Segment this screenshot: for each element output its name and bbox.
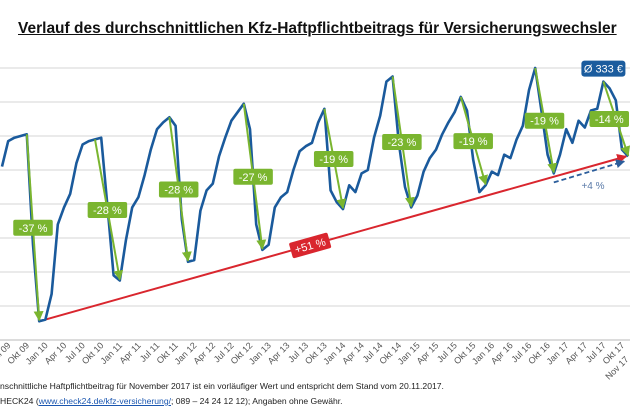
- check24-link[interactable]: www.check24.de/kfz-versicherung/: [38, 396, 171, 406]
- price-series: [0, 66, 630, 323]
- footnote-1: nschnittliche Haftpflichtbeitrag für Nov…: [0, 381, 444, 391]
- x-tick-label: Apr 11: [117, 340, 142, 365]
- drop-label-box: [382, 133, 422, 150]
- drop-label: -23 %: [388, 137, 417, 149]
- peak-callout-label: Ø 333 €: [584, 64, 623, 76]
- drop-label-box: [589, 111, 629, 127]
- footnote-2: HECK24 (www.check24.de/kfz-versicherung/…: [0, 396, 343, 406]
- trend-label: +51 %: [289, 232, 332, 259]
- trend-arrow: [38, 154, 628, 323]
- short-trend-arrow: [553, 159, 626, 184]
- drop-label-box: [453, 133, 493, 150]
- drop-label: -19 %: [319, 154, 348, 166]
- footnote-2-suffix: ; 089 – 24 24 12 12); Angaben ohne Gewäh…: [171, 396, 343, 406]
- drop-label-box: [233, 168, 273, 185]
- drop-label: -27 %: [239, 172, 268, 184]
- trend-line: [38, 154, 628, 323]
- drop-label: -14 %: [595, 114, 624, 126]
- drop-label: -19 %: [530, 116, 559, 128]
- drop-annotations: -37 % -28 % -28 % -27 % -19 % -23 % -19 % -19 %…: [13, 67, 630, 322]
- drop-label-box: [13, 219, 53, 236]
- trend-label-box: [289, 232, 332, 259]
- drop-label-box: [158, 181, 199, 198]
- drop-label-box: [87, 201, 128, 218]
- drop-label-box: [524, 112, 565, 129]
- drop-label: -28 %: [93, 205, 122, 217]
- peak-callout-box: [581, 60, 626, 77]
- drop-label: -28 %: [164, 185, 193, 197]
- short-trend-label: +4 %: [581, 181, 604, 192]
- drop-label: -37 %: [19, 223, 48, 235]
- drop-label-box: [313, 150, 354, 167]
- footnote-2-prefix: HECK24 (: [0, 396, 39, 406]
- chart-title: Verlauf des durchschnittlichen Kfz-Haftp…: [18, 20, 617, 37]
- series-line: [0, 66, 630, 323]
- drop-label: -19 %: [459, 136, 488, 148]
- callouts: +51 % +4 % Ø 333 €: [289, 60, 626, 259]
